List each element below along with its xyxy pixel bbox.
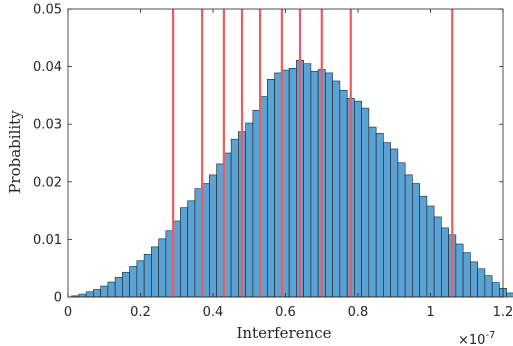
histogram-bar: [375, 133, 384, 298]
y-tick-label: 0.04: [33, 60, 62, 75]
x-tick-label: 0.4: [203, 305, 224, 320]
histogram-bar: [129, 266, 138, 298]
x-axis-label: Interference: [236, 324, 331, 342]
x-tick-label: 1.2: [493, 305, 513, 320]
histogram-bar: [368, 126, 377, 298]
histogram-bar: [245, 122, 254, 298]
histogram-bar: [78, 293, 87, 298]
histogram-bar: [93, 289, 101, 298]
histogram-bar: [114, 277, 123, 298]
histogram-bar: [310, 70, 319, 298]
histogram-bar: [462, 252, 471, 298]
histogram-bar: [107, 281, 116, 298]
y-axis-label: Probability: [6, 110, 24, 194]
histogram-bar: [209, 174, 217, 298]
histogram-bar: [180, 207, 188, 298]
histogram-bar: [506, 292, 513, 298]
histogram-bar: [419, 195, 428, 298]
histogram-bar: [288, 68, 297, 298]
histogram-bar: [151, 246, 159, 298]
histogram-bar: [230, 138, 239, 298]
histogram-bar: [303, 63, 312, 298]
x-tick-label: 1: [426, 305, 434, 320]
histogram-bars: [71, 59, 513, 298]
y-tick-label: 0: [54, 291, 62, 306]
histogram-bar: [143, 254, 152, 298]
x-tick-label: 0.8: [348, 305, 369, 320]
histogram-bar: [484, 275, 493, 298]
y-tick-label: 0.02: [33, 175, 62, 190]
y-tick-label: 0.05: [33, 3, 62, 18]
y-tick-label: 0.03: [33, 118, 62, 133]
histogram-bar: [433, 216, 442, 298]
histogram-bar: [122, 271, 130, 298]
x-tick-label: 0.6: [275, 305, 296, 320]
x-tick-label: 0.2: [130, 305, 151, 320]
histogram-bar: [455, 243, 464, 298]
histogram-bar: [136, 260, 145, 298]
histogram-bar: [187, 200, 196, 298]
histogram-bar: [267, 78, 275, 298]
histogram-bar: [390, 148, 399, 298]
histogram-bar: [412, 183, 420, 298]
histogram-bar: [158, 238, 167, 298]
threshold-lines: [172, 9, 454, 297]
histogram-bar: [361, 107, 370, 298]
histogram-bar: [404, 174, 413, 298]
histogram-bar: [397, 162, 406, 298]
x-tick-label: 0: [64, 305, 72, 320]
histogram-bar: [85, 291, 94, 298]
histogram-bar: [332, 80, 341, 298]
histogram-bar: [100, 285, 109, 298]
histogram-bar: [383, 142, 391, 298]
histogram-bar: [477, 268, 486, 298]
histogram-bar: [470, 261, 478, 298]
histogram-bar: [491, 282, 500, 298]
histogram-bar: [339, 89, 348, 298]
histogram-bar: [325, 72, 333, 298]
histogram-bar: [441, 227, 449, 298]
x-axis-multiplier: ×10-7: [458, 330, 495, 346]
axis-ticks: 0 0.2 0.4 0.6 0.8 1 1.2 0 0.01 0.02 0.03 0.04 0.05: [33, 3, 513, 321]
histogram-bar: [426, 205, 435, 298]
histogram-bar: [354, 100, 362, 298]
y-tick-label: 0.01: [33, 233, 62, 248]
